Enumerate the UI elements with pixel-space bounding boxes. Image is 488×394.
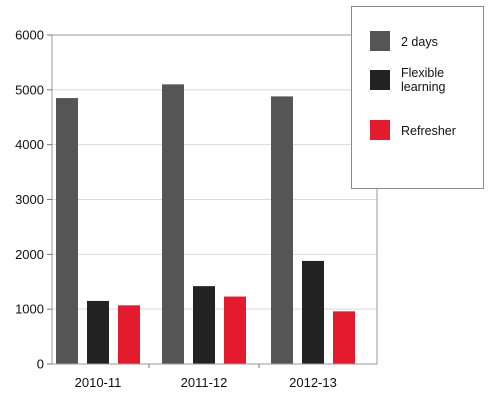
- legend-swatch: [370, 120, 390, 140]
- x-category-label: 2011-12: [181, 375, 228, 390]
- x-category-label: 2010-11: [75, 375, 122, 390]
- y-tick-label: 2000: [15, 247, 44, 262]
- legend-label: 2 days: [401, 35, 438, 49]
- y-tick-label: 6000: [15, 28, 44, 43]
- bar-refresher-2010-11: [118, 305, 140, 364]
- legend-label: learning: [401, 80, 446, 94]
- bar-2-days-2012-13: [271, 96, 293, 364]
- bars: [56, 84, 355, 364]
- bar-refresher-2012-13: [333, 311, 355, 364]
- legend-swatch: [370, 70, 390, 90]
- bar-flexible-learning-2011-12: [193, 286, 215, 364]
- y-tick-label: 3000: [15, 192, 44, 207]
- bar-flexible-learning-2012-13: [302, 260, 324, 364]
- y-tick-label: 1000: [15, 302, 44, 317]
- legend-label: Refresher: [401, 124, 456, 138]
- bar-flexible-learning-2010-11: [87, 300, 109, 364]
- gridlines: [52, 89, 377, 310]
- y-tick-label: 0: [37, 357, 44, 372]
- bar-2-days-2010-11: [56, 98, 78, 364]
- bar-refresher-2011-12: [224, 296, 246, 364]
- legend-label: Flexible: [401, 66, 444, 80]
- x-category-label: 2012-13: [289, 375, 337, 390]
- legend-swatch: [370, 31, 390, 51]
- y-tick-label: 4000: [15, 137, 44, 152]
- y-tick-label: 5000: [15, 82, 44, 97]
- axes: 0 1000 2000 3000 4000 5000 6000 2010-11 2011-12 2…: [15, 28, 378, 390]
- bar-2-days-2011-12: [162, 84, 184, 364]
